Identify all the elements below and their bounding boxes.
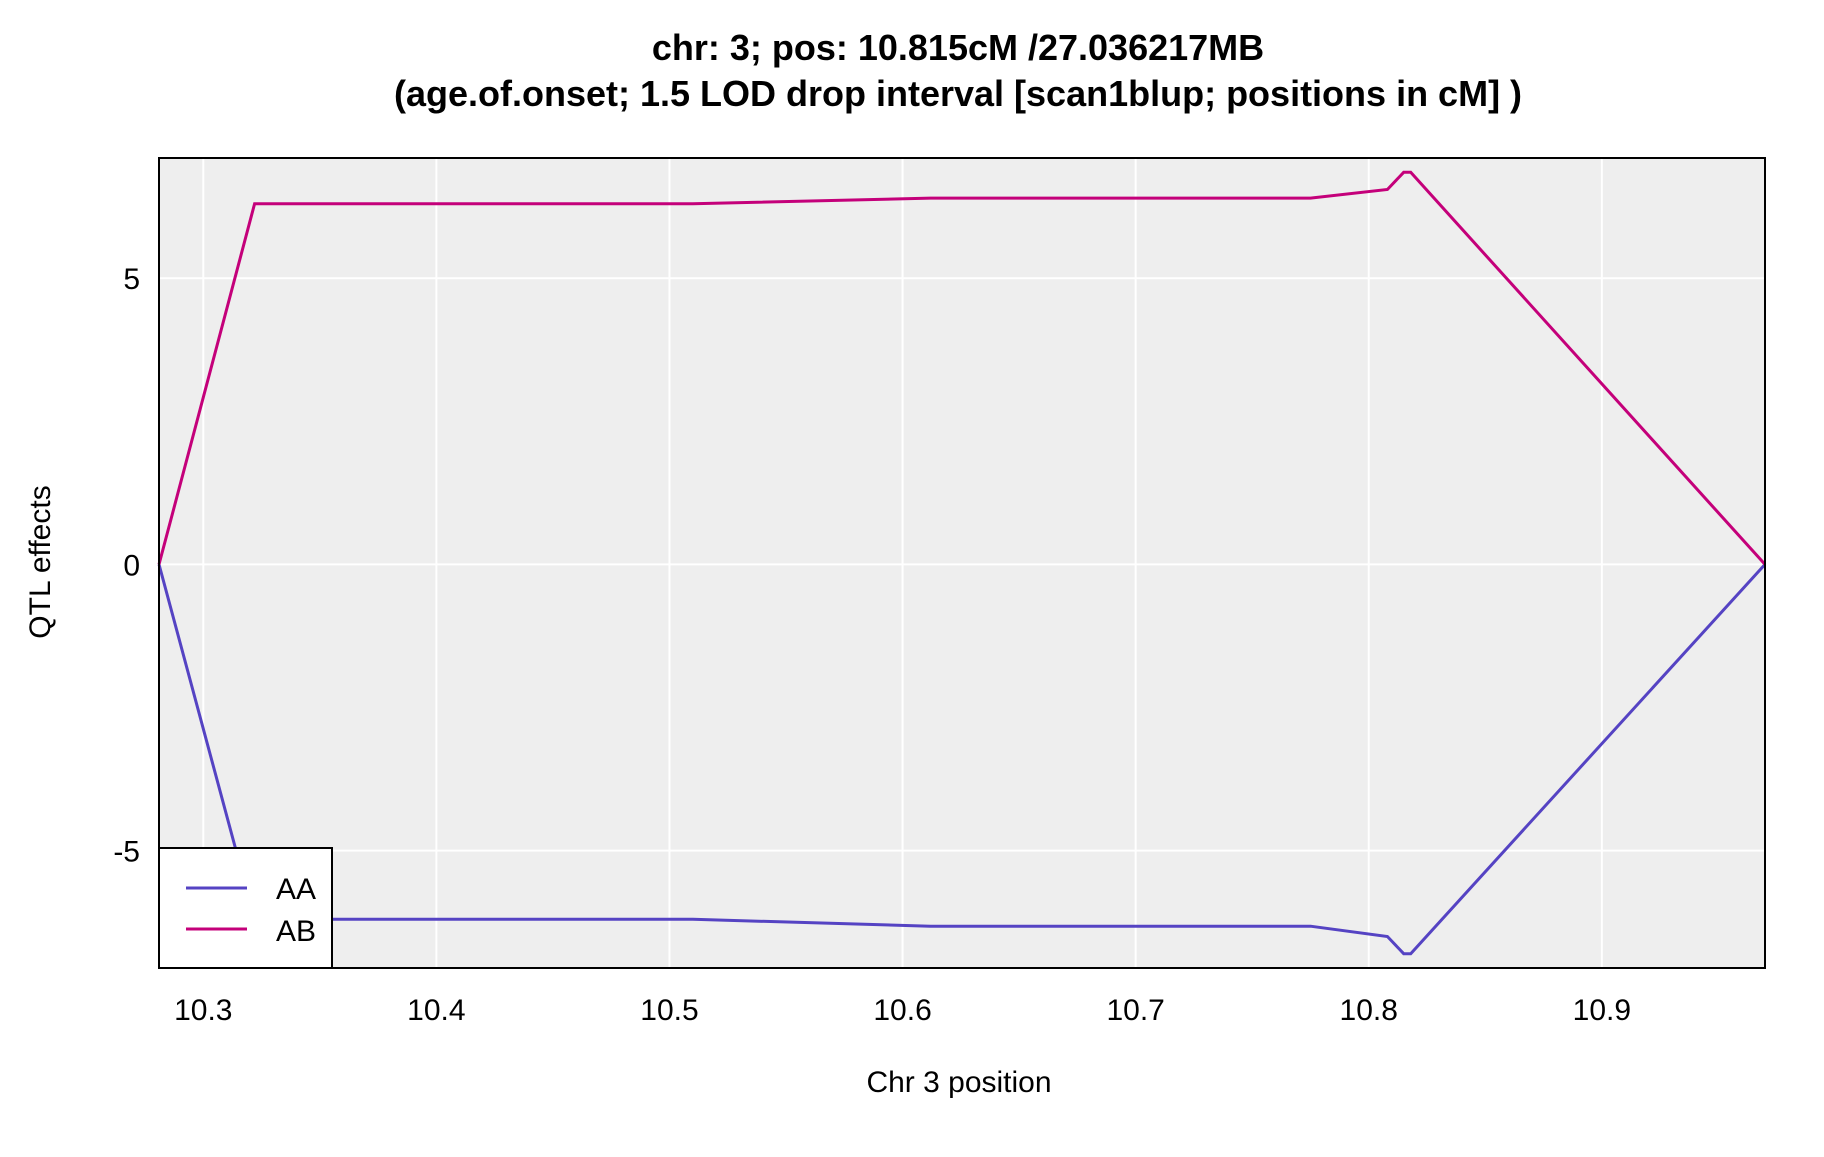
x-tick-label: 10.9: [1573, 994, 1631, 1027]
y-axis-label: QTL effects: [24, 485, 57, 638]
legend-box: [158, 847, 333, 969]
series-line-aa: [157, 563, 1767, 956]
tick-labels: 10.3 10.4 10.5 10.6 10.7 10.8 10.9 -5 0 5: [113, 263, 1631, 1027]
x-tick-label: 10.6: [873, 994, 931, 1027]
y-tick-label: -5: [113, 836, 140, 869]
plot-area: [159, 158, 1765, 968]
legend-label-aa: AA: [276, 873, 316, 906]
x-tick-label: 10.5: [640, 994, 698, 1027]
plot-frame: [158, 157, 1766, 969]
series-lines: [157, 170, 1767, 956]
chart-title: chr: 3; pos: 10.815cM /27.036217MB: [652, 27, 1264, 68]
series-line-ab: [157, 170, 1767, 566]
plot-background-layer: [159, 158, 1765, 968]
chart-subtitle: (age.of.onset; 1.5 LOD drop interval [sc…: [394, 73, 1522, 114]
legend-label-ab: AB: [276, 915, 316, 948]
x-tick-label: 10.4: [407, 994, 465, 1027]
x-tick-label: 10.3: [174, 994, 232, 1027]
gridlines: [159, 158, 1765, 968]
x-tick-label: 10.8: [1340, 994, 1398, 1027]
legend: AA AB: [158, 847, 333, 969]
y-tick-label: 5: [123, 263, 140, 296]
x-tick-label: 10.7: [1106, 994, 1164, 1027]
plot-frame-layer: [158, 157, 1766, 969]
x-axis-label: Chr 3 position: [866, 1066, 1051, 1099]
y-tick-label: 0: [123, 549, 140, 582]
